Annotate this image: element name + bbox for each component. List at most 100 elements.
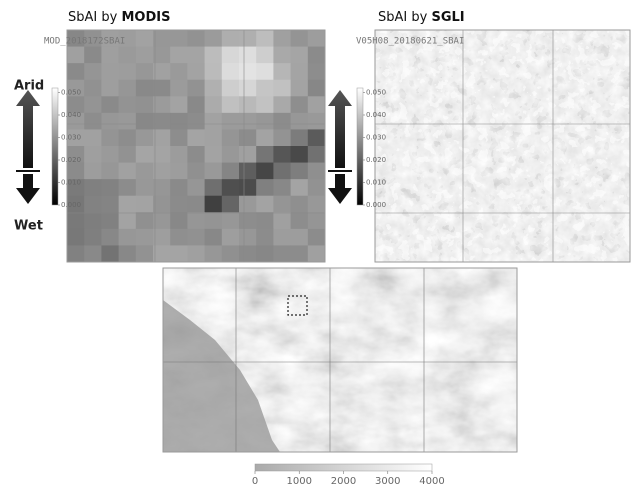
pixel bbox=[256, 163, 274, 180]
pixel bbox=[153, 245, 171, 262]
pixel bbox=[187, 30, 205, 47]
pixel bbox=[222, 179, 240, 196]
pixel bbox=[153, 212, 171, 229]
pixel bbox=[170, 113, 188, 130]
pixel bbox=[308, 229, 326, 246]
pixel bbox=[239, 196, 257, 213]
pixel bbox=[170, 229, 188, 246]
colorbar-tick-label: 1000 bbox=[287, 476, 312, 487]
pixel bbox=[170, 179, 188, 196]
pixel bbox=[239, 63, 257, 80]
pixel bbox=[136, 146, 154, 163]
pixel bbox=[84, 146, 102, 163]
pixel bbox=[239, 179, 257, 196]
pixel bbox=[170, 196, 188, 213]
pixel bbox=[119, 63, 137, 80]
pixel bbox=[119, 113, 137, 130]
arrow-label: Arid bbox=[14, 79, 44, 94]
pixel bbox=[170, 47, 188, 64]
pixel bbox=[84, 179, 102, 196]
pixel bbox=[119, 229, 137, 246]
pixel bbox=[291, 163, 309, 180]
pixel bbox=[187, 80, 205, 97]
pixel bbox=[136, 47, 154, 64]
colorbar-tick-label: 0.050 bbox=[366, 89, 386, 97]
pixel bbox=[256, 179, 274, 196]
pixel bbox=[239, 212, 257, 229]
pixel bbox=[273, 146, 291, 163]
pixel bbox=[101, 96, 119, 113]
pixel bbox=[256, 63, 274, 80]
pixel bbox=[153, 129, 171, 146]
colorbar-tick-label: 0 bbox=[252, 476, 258, 487]
pixel bbox=[205, 212, 223, 229]
colorbar-tick-label: 0.030 bbox=[366, 134, 386, 142]
pixel bbox=[222, 80, 240, 97]
pixel bbox=[84, 212, 102, 229]
pixel bbox=[291, 80, 309, 97]
pixel bbox=[84, 129, 102, 146]
pixel bbox=[170, 163, 188, 180]
pixel bbox=[273, 80, 291, 97]
pixel bbox=[101, 229, 119, 246]
pixel bbox=[84, 63, 102, 80]
figure: SbAI by MODIS SbAI by SGLI MOD_2018172SB… bbox=[0, 0, 635, 487]
pixel bbox=[119, 96, 137, 113]
pixel bbox=[239, 30, 257, 47]
pixel bbox=[291, 245, 309, 262]
pixel bbox=[136, 163, 154, 180]
pixel bbox=[239, 113, 257, 130]
pixel bbox=[84, 47, 102, 64]
pixel bbox=[256, 113, 274, 130]
pixel bbox=[291, 179, 309, 196]
pixel bbox=[153, 179, 171, 196]
pixel bbox=[308, 129, 326, 146]
pixel bbox=[239, 129, 257, 146]
pixel bbox=[205, 30, 223, 47]
pixel bbox=[119, 179, 137, 196]
pixel bbox=[170, 129, 188, 146]
pixel bbox=[170, 30, 188, 47]
pixel bbox=[256, 129, 274, 146]
pixel bbox=[222, 129, 240, 146]
pixel bbox=[308, 96, 326, 113]
pixel bbox=[101, 47, 119, 64]
pixel bbox=[205, 229, 223, 246]
pixel bbox=[273, 179, 291, 196]
pixel bbox=[170, 80, 188, 97]
pixel bbox=[84, 96, 102, 113]
pixel bbox=[239, 229, 257, 246]
pixel bbox=[101, 245, 119, 262]
pixel bbox=[291, 47, 309, 64]
pixel bbox=[239, 96, 257, 113]
pixel bbox=[308, 179, 326, 196]
pixel bbox=[222, 47, 240, 64]
pixel bbox=[187, 212, 205, 229]
pixel bbox=[153, 196, 171, 213]
pixel bbox=[308, 30, 326, 47]
colorbar-tick-label: 0.040 bbox=[61, 111, 81, 119]
pixel bbox=[170, 146, 188, 163]
pixel bbox=[84, 113, 102, 130]
pixel bbox=[101, 113, 119, 130]
pixel bbox=[67, 212, 85, 229]
pixel bbox=[308, 113, 326, 130]
pixel bbox=[308, 80, 326, 97]
pixel bbox=[119, 212, 137, 229]
pixel bbox=[136, 245, 154, 262]
pixel bbox=[205, 163, 223, 180]
pixel bbox=[187, 229, 205, 246]
panel-title: SbAI by SGLI bbox=[378, 10, 465, 25]
pixel bbox=[101, 129, 119, 146]
pixel bbox=[308, 245, 326, 262]
pixel bbox=[84, 80, 102, 97]
colorbar-tick-label: 0.050 bbox=[61, 89, 81, 97]
pixel bbox=[308, 212, 326, 229]
pixel bbox=[256, 47, 274, 64]
colorbar-tick-label: 0.010 bbox=[366, 179, 386, 187]
pixel bbox=[239, 47, 257, 64]
pixel bbox=[222, 146, 240, 163]
pixel bbox=[273, 96, 291, 113]
pixel bbox=[119, 196, 137, 213]
pixel bbox=[153, 80, 171, 97]
